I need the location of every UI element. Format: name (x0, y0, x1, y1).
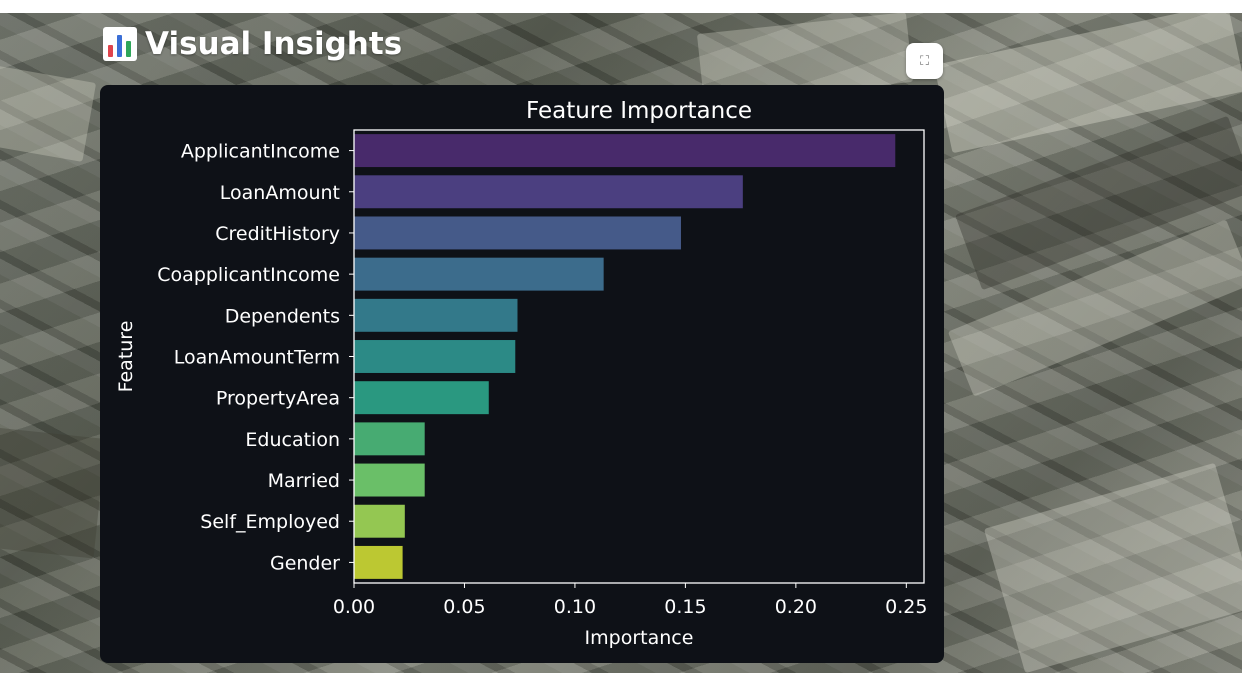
bar-dependents (354, 298, 518, 332)
bar-married (354, 463, 425, 497)
bar-education (354, 422, 425, 456)
chart-title: Feature Importance (526, 98, 752, 124)
y-tick-label: Dependents (225, 305, 340, 327)
x-tick-label: 0.25 (885, 596, 927, 618)
bar-self_employed (354, 504, 405, 538)
bar-propertyarea (354, 381, 489, 415)
fullscreen-button[interactable]: ⛶ (906, 43, 943, 79)
y-axis-label: Feature (115, 321, 137, 393)
x-tick-label: 0.20 (775, 596, 817, 618)
y-tick-label: Married (268, 470, 340, 492)
page-title: Visual Insights (103, 24, 402, 64)
x-tick-label: 0.10 (554, 596, 596, 618)
y-tick-label: Education (245, 429, 340, 451)
bar-loanamount (354, 175, 743, 209)
y-tick-label: CreditHistory (215, 223, 340, 245)
y-tick-label: LoanAmount (220, 182, 340, 204)
chart-panel: ApplicantIncome LoanAmount CreditHistory Co… (100, 85, 944, 663)
y-tick-label: ApplicantIncome (181, 141, 340, 163)
bar-chart-emoji-icon (103, 27, 137, 61)
x-tick-label: 0.00 (333, 596, 375, 618)
top-bar (0, 0, 1242, 13)
y-tick-label: Gender (270, 552, 340, 574)
bar-credithistory (354, 216, 681, 250)
y-tick-label: Self_Employed (200, 511, 340, 533)
y-tick-label: PropertyArea (216, 388, 340, 410)
y-tick-label: LoanAmountTerm (174, 347, 340, 369)
bar-loanamountterm (354, 340, 516, 373)
bar-gender (354, 545, 403, 579)
y-tick-label: CoapplicantIncome (157, 264, 340, 286)
expand-icon: ⛶ (919, 53, 930, 69)
x-tick-label: 0.05 (443, 596, 485, 618)
feature-importance-chart: ApplicantIncome LoanAmount CreditHistory Co… (115, 98, 927, 649)
bar-coapplicantincome (354, 257, 604, 291)
x-axis-label: Importance (585, 627, 694, 649)
bar-applicantincome (354, 134, 896, 168)
x-tick-label: 0.15 (664, 596, 706, 618)
page-title-text: Visual Insights (145, 26, 403, 62)
